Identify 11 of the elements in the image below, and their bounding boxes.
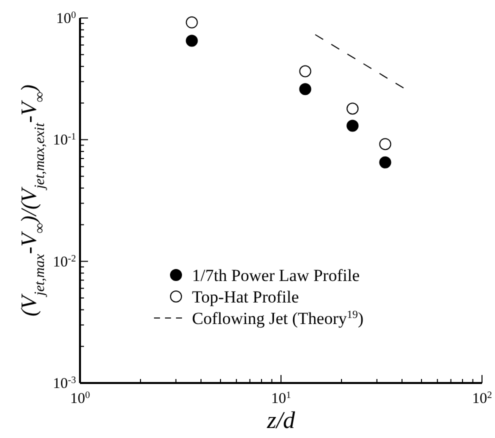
x-tick-label: 10$^{2}$ [472,390,492,407]
y-tick-label: 10$^{-3}$ [52,374,76,392]
legend-label: 1/7th Power Law Profile [192,266,360,285]
y-tick-label: 10$^{-1}$ [52,131,76,149]
legend-label: Coflowing Jet (Theory$^{19}$) [192,309,364,328]
x-tick-label: 10$^{0}$ [70,390,90,407]
x-tick-label: 10$^{1}$ [271,390,292,407]
legend-label: Top-Hat Profile [192,288,299,306]
y-tick-label: 10$^{-2}$ [52,252,76,270]
y-tick-label: 10$^{0}$ [56,10,76,27]
x-axis-title: z/d [266,408,296,434]
